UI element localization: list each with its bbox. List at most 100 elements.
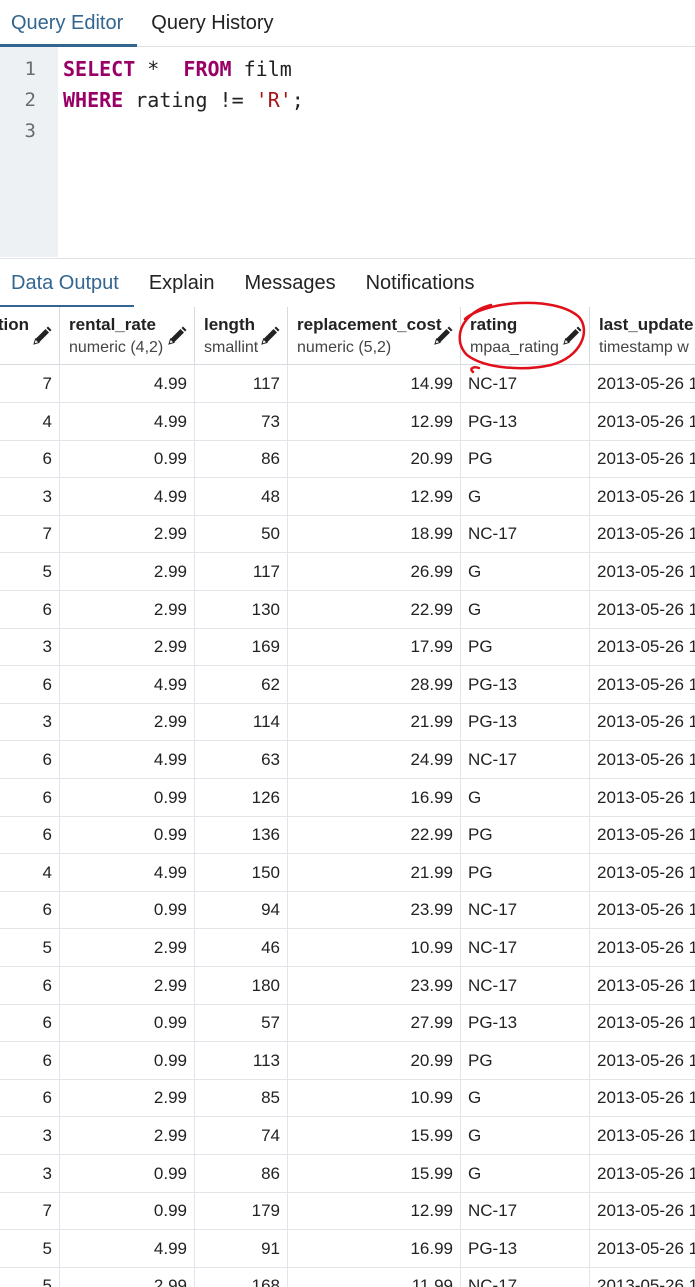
table-cell[interactable]: 2.99 xyxy=(60,553,195,591)
table-cell[interactable]: 0.99 xyxy=(60,778,195,817)
table-cell[interactable]: 6 xyxy=(0,665,60,704)
table-cell[interactable]: 2013-05-26 1 xyxy=(590,1042,695,1080)
table-cell[interactable]: 3 xyxy=(0,628,60,667)
table-cell[interactable]: 91 xyxy=(195,1229,288,1268)
pencil-icon[interactable] xyxy=(561,325,583,347)
table-cell[interactable]: NC-17 xyxy=(461,1267,590,1287)
tab-explain[interactable]: Explain xyxy=(148,271,215,294)
table-cell[interactable]: 0.99 xyxy=(60,891,195,930)
table-cell[interactable]: 6 xyxy=(0,590,60,629)
column-header[interactable]: rating mpaa_rating xyxy=(461,307,590,365)
table-cell[interactable]: PG-13 xyxy=(461,703,590,742)
table-cell[interactable]: 2013-05-26 1 xyxy=(590,1117,695,1155)
table-cell[interactable]: 4.99 xyxy=(60,1229,195,1268)
table-cell[interactable]: NC-17 xyxy=(461,966,590,1005)
table-cell[interactable]: 4 xyxy=(0,853,60,892)
table-cell[interactable]: 117 xyxy=(195,365,288,403)
table-cell[interactable]: 5 xyxy=(0,1267,60,1287)
table-cell[interactable]: PG xyxy=(461,816,590,855)
table-cell[interactable]: 0.99 xyxy=(60,816,195,855)
table-row[interactable]: 3 4.99 48 12.99 G 2013-05-26 1 xyxy=(0,477,695,516)
table-cell[interactable]: 18.99 xyxy=(288,515,461,554)
table-cell[interactable]: 113 xyxy=(195,1041,288,1080)
table-cell[interactable]: 126 xyxy=(195,778,288,817)
table-cell[interactable]: 4.99 xyxy=(60,665,195,704)
table-cell[interactable]: 2013-05-26 1 xyxy=(590,553,695,591)
table-row[interactable]: 5 2.99 168 11.99 NC-17 2013-05-26 1 xyxy=(0,1267,695,1287)
table-cell[interactable]: 6 xyxy=(0,1079,60,1118)
table-cell[interactable]: 28.99 xyxy=(288,665,461,704)
table-row[interactable]: 3 0.99 86 15.99 G 2013-05-26 1 xyxy=(0,1154,695,1193)
table-row[interactable]: 5 2.99 117 26.99 G 2013-05-26 1 xyxy=(0,553,695,591)
table-cell[interactable]: 114 xyxy=(195,703,288,742)
table-row[interactable]: 6 0.99 86 20.99 PG 2013-05-26 1 xyxy=(0,440,695,479)
table-cell[interactable]: G xyxy=(461,1117,590,1155)
table-cell[interactable]: 4 xyxy=(0,402,60,441)
pencil-icon[interactable] xyxy=(166,325,188,347)
table-cell[interactable]: 4.99 xyxy=(60,402,195,441)
table-cell[interactable]: 2.99 xyxy=(60,703,195,742)
table-row[interactable]: 6 4.99 63 24.99 NC-17 2013-05-26 1 xyxy=(0,741,695,779)
table-cell[interactable]: 2013-05-26 1 xyxy=(590,779,695,817)
table-cell[interactable]: NC-17 xyxy=(461,1192,590,1231)
table-cell[interactable]: 24.99 xyxy=(288,741,461,779)
table-row[interactable]: 6 0.99 126 16.99 G 2013-05-26 1 xyxy=(0,778,695,817)
table-row[interactable]: 6 0.99 94 23.99 NC-17 2013-05-26 1 xyxy=(0,891,695,930)
code-line-1[interactable]: SELECT * FROM film xyxy=(63,57,292,81)
pencil-icon[interactable] xyxy=(31,325,53,347)
table-cell[interactable]: 6 xyxy=(0,966,60,1005)
table-cell[interactable]: 2.99 xyxy=(60,590,195,629)
table-cell[interactable]: 0.99 xyxy=(60,1041,195,1080)
code-line-2[interactable]: WHERE rating != 'R'; xyxy=(63,88,304,112)
table-cell[interactable]: 86 xyxy=(195,440,288,479)
table-row[interactable]: 6 0.99 113 20.99 PG 2013-05-26 1 xyxy=(0,1041,695,1080)
table-cell[interactable]: 16.99 xyxy=(288,778,461,817)
table-cell[interactable]: 2013-05-26 1 xyxy=(590,440,695,479)
table-cell[interactable]: 7 xyxy=(0,515,60,554)
table-cell[interactable]: 6 xyxy=(0,440,60,479)
table-cell[interactable]: 23.99 xyxy=(288,891,461,930)
table-cell[interactable]: 14.99 xyxy=(288,365,461,403)
table-row[interactable]: 6 2.99 180 23.99 NC-17 2013-05-26 1 xyxy=(0,966,695,1005)
tab-messages[interactable]: Messages xyxy=(244,271,336,294)
table-row[interactable]: 3 2.99 169 17.99 PG 2013-05-26 1 xyxy=(0,628,695,667)
table-cell[interactable]: 57 xyxy=(195,1004,288,1043)
table-cell[interactable]: PG xyxy=(461,1041,590,1080)
tab-data-output[interactable]: Data Output xyxy=(0,259,134,308)
table-row[interactable]: 6 0.99 57 27.99 PG-13 2013-05-26 1 xyxy=(0,1004,695,1043)
table-cell[interactable]: 2013-05-26 1 xyxy=(590,741,695,779)
table-row[interactable]: 4 4.99 73 12.99 PG-13 2013-05-26 1 xyxy=(0,402,695,441)
table-cell[interactable]: NC-17 xyxy=(461,891,590,930)
table-cell[interactable]: 3 xyxy=(0,1154,60,1193)
table-row[interactable]: 5 4.99 91 16.99 PG-13 2013-05-26 1 xyxy=(0,1229,695,1268)
table-cell[interactable]: 4.99 xyxy=(60,477,195,516)
table-cell[interactable]: 0.99 xyxy=(60,440,195,479)
table-cell[interactable]: 2013-05-26 1 xyxy=(590,854,695,892)
table-cell[interactable]: 2.99 xyxy=(60,1079,195,1118)
table-cell[interactable]: 2013-05-26 1 xyxy=(590,1192,695,1231)
table-cell[interactable]: 5 xyxy=(0,553,60,591)
table-cell[interactable]: 2.99 xyxy=(60,628,195,667)
table-cell[interactable]: 117 xyxy=(195,553,288,591)
table-cell[interactable]: 2013-05-26 1 xyxy=(590,967,695,1005)
table-row[interactable]: 6 2.99 85 10.99 G 2013-05-26 1 xyxy=(0,1079,695,1118)
table-row[interactable]: 7 2.99 50 18.99 NC-17 2013-05-26 1 xyxy=(0,515,695,554)
table-cell[interactable]: PG-13 xyxy=(461,665,590,704)
table-cell[interactable]: 12.99 xyxy=(288,1192,461,1231)
table-cell[interactable]: G xyxy=(461,553,590,591)
table-cell[interactable]: PG-13 xyxy=(461,1004,590,1043)
table-cell[interactable]: G xyxy=(461,1079,590,1118)
table-cell[interactable]: 6 xyxy=(0,1041,60,1080)
table-cell[interactable]: 168 xyxy=(195,1267,288,1287)
table-cell[interactable]: 6 xyxy=(0,816,60,855)
table-cell[interactable]: 16.99 xyxy=(288,1229,461,1268)
table-cell[interactable]: 15.99 xyxy=(288,1154,461,1193)
table-cell[interactable]: 150 xyxy=(195,853,288,892)
table-row[interactable]: 6 4.99 62 28.99 PG-13 2013-05-26 1 xyxy=(0,665,695,704)
table-cell[interactable]: 5 xyxy=(0,929,60,967)
table-cell[interactable]: 94 xyxy=(195,891,288,930)
table-cell[interactable]: 21.99 xyxy=(288,703,461,742)
table-cell[interactable]: 62 xyxy=(195,665,288,704)
table-cell[interactable]: 21.99 xyxy=(288,853,461,892)
